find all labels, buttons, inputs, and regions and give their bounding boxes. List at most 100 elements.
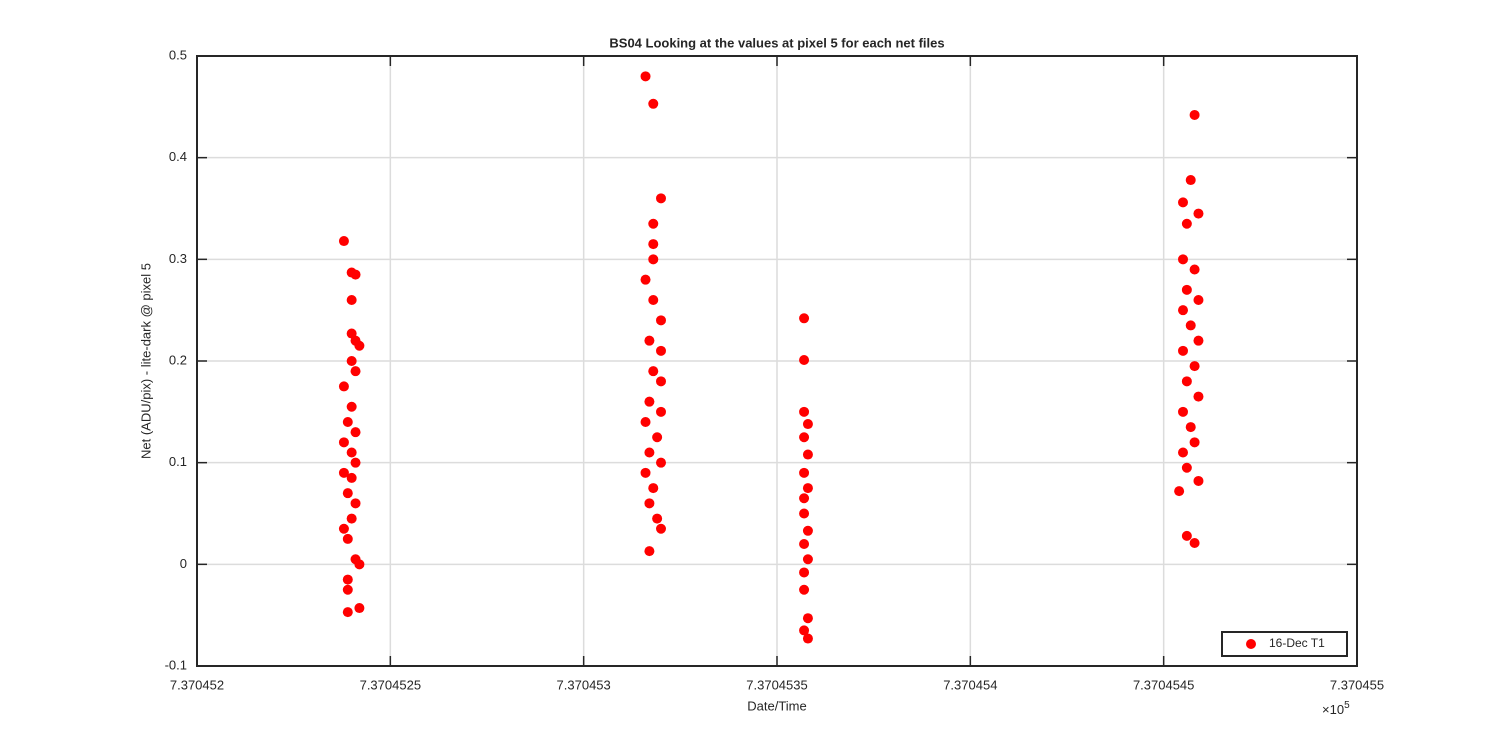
point — [1185, 422, 1196, 433]
point — [346, 401, 357, 412]
chart-title: BS04 Looking at the values at pixel 5 fo… — [609, 35, 944, 50]
point — [799, 432, 810, 443]
point — [640, 467, 651, 478]
point — [338, 381, 349, 392]
point — [648, 295, 659, 305]
point — [350, 366, 361, 377]
point — [1193, 335, 1204, 346]
point — [648, 98, 659, 109]
x-tick-label: 7.370454 — [943, 677, 997, 692]
y-tick-label: 0.3 — [169, 251, 187, 266]
point — [342, 584, 353, 595]
point — [648, 366, 659, 377]
point — [1193, 295, 1204, 305]
point — [342, 488, 353, 499]
x-tick-label: 7.370455 — [1330, 677, 1384, 692]
point — [656, 193, 666, 204]
point — [648, 254, 659, 265]
point — [1189, 437, 1200, 448]
point — [1189, 361, 1200, 372]
y-tick-label: 0.1 — [169, 454, 187, 469]
point — [1189, 264, 1200, 275]
point — [799, 467, 810, 478]
point — [1178, 406, 1188, 417]
point — [648, 218, 659, 229]
point — [799, 354, 810, 365]
point — [648, 239, 659, 250]
point — [644, 396, 655, 407]
x-multiplier-base: ×10 — [1322, 702, 1344, 717]
x-tick-label: 7.370452 — [170, 677, 224, 692]
point — [799, 406, 810, 417]
point — [338, 523, 349, 534]
point — [1174, 486, 1185, 497]
point — [346, 356, 357, 366]
point — [656, 457, 666, 468]
point — [1181, 530, 1192, 541]
x-tick-label: 7.370453 — [557, 677, 611, 692]
x-tick-label: 7.3704535 — [746, 677, 807, 692]
point — [342, 574, 353, 585]
point — [656, 345, 666, 356]
point — [346, 295, 357, 305]
point — [350, 427, 361, 438]
point — [799, 567, 810, 578]
y-tick-label: 0 — [180, 556, 187, 571]
x-multiplier-exponent: 5 — [1344, 700, 1350, 711]
point — [644, 447, 655, 458]
x-multiplier: ×105 — [1322, 700, 1350, 718]
x-axis-label: Date/Time — [747, 698, 806, 713]
point — [354, 340, 365, 351]
legend-label: 16-Dec T1 — [1269, 636, 1325, 650]
point — [342, 533, 353, 544]
point — [648, 483, 659, 494]
point — [799, 493, 810, 504]
point — [652, 513, 663, 524]
point — [802, 613, 813, 624]
point — [1178, 305, 1188, 316]
y-tick-label: -0.1 — [165, 657, 187, 672]
point — [1181, 284, 1192, 295]
point — [1178, 345, 1188, 356]
point — [656, 376, 666, 387]
point — [338, 236, 349, 247]
legend-marker — [1246, 639, 1256, 649]
point — [354, 559, 365, 570]
point — [799, 625, 810, 636]
point — [1185, 175, 1196, 186]
point — [346, 447, 357, 458]
point — [640, 274, 651, 285]
point — [346, 472, 357, 483]
point — [799, 539, 810, 549]
x-tick-label: 7.3704545 — [1133, 677, 1194, 692]
legend-box — [1221, 631, 1348, 657]
point — [350, 457, 361, 468]
point — [350, 269, 361, 280]
point — [802, 419, 813, 430]
point — [802, 633, 813, 644]
point — [1181, 218, 1192, 229]
point — [644, 498, 655, 509]
point — [1189, 109, 1200, 120]
point — [1181, 462, 1192, 473]
point — [1178, 197, 1188, 208]
point — [346, 513, 357, 524]
point — [1193, 208, 1204, 219]
point — [652, 432, 663, 443]
point — [656, 523, 666, 534]
point — [1178, 447, 1188, 458]
point — [1185, 320, 1196, 331]
point — [644, 546, 655, 557]
point — [338, 467, 349, 478]
point — [354, 603, 365, 614]
y-axis-label: Net (ADU/pix) - lite-dark @ pixel 5 — [138, 263, 153, 459]
y-tick-label: 0.5 — [169, 47, 187, 62]
point — [802, 483, 813, 494]
point — [799, 508, 810, 519]
point — [1193, 475, 1204, 486]
point — [640, 71, 651, 82]
point — [640, 417, 651, 427]
point — [342, 417, 353, 427]
